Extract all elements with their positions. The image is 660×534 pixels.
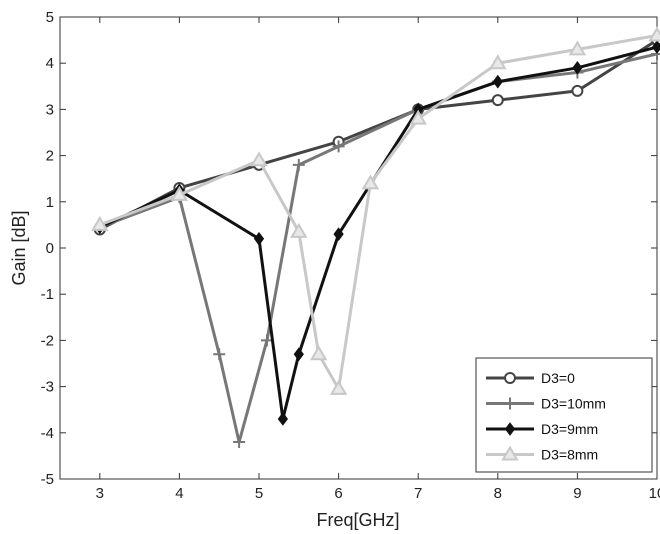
series-3	[91, 26, 660, 395]
data-point	[332, 140, 345, 153]
y-tick-label: 1	[46, 194, 54, 211]
series-line	[99, 38, 658, 231]
x-tick-label: 9	[573, 485, 581, 502]
data-point	[571, 84, 584, 97]
legend-marker	[504, 397, 516, 410]
data-point	[572, 60, 583, 75]
y-tick-label: 4	[46, 55, 54, 72]
data-point	[253, 231, 265, 246]
x-tick-label: 10	[649, 485, 660, 502]
legend-entry: D3=9mm	[541, 421, 598, 437]
data-point	[293, 347, 304, 362]
data-point	[213, 348, 226, 361]
x-tick-label: 5	[255, 485, 263, 502]
x-tick-label: 4	[175, 485, 183, 502]
y-tick-label: 2	[46, 148, 54, 165]
y-axis-title: Gain [dB]	[9, 210, 29, 285]
data-point	[651, 40, 660, 54]
y-tick-label: -4	[41, 425, 54, 442]
data-point	[91, 215, 109, 231]
y-tick-label: 0	[46, 240, 54, 257]
y-tick-label: -5	[41, 471, 54, 488]
data-point	[329, 379, 348, 395]
data-point	[250, 151, 268, 167]
data-point	[309, 345, 328, 361]
data-point	[409, 109, 427, 125]
data-point	[170, 185, 189, 201]
data-point	[361, 174, 380, 190]
x-tick-label: 3	[96, 485, 104, 502]
x-tick-label: 7	[414, 485, 422, 502]
data-point	[277, 412, 289, 426]
legend-entry: D3=10mm	[541, 396, 606, 412]
x-tick-label: 6	[334, 485, 342, 502]
legend: D3=0 D3=10mm D3=9mm D3=8mm	[475, 357, 653, 473]
y-tick-label: 3	[46, 101, 54, 118]
data-point	[290, 222, 308, 238]
data-point	[292, 158, 305, 171]
legend-marker	[504, 422, 516, 436]
y-tick-label: -1	[41, 286, 54, 303]
y-tick-label: -3	[41, 379, 54, 396]
data-point	[233, 436, 246, 449]
data-point	[648, 26, 660, 42]
legend-marker	[504, 372, 516, 384]
x-axis: 3 4 5 6 7 8 9 10	[96, 17, 660, 502]
series-2	[94, 40, 660, 426]
x-axis-title: Freq[GHz]	[316, 510, 399, 530]
series-layer	[91, 26, 660, 449]
legend-entry: D3=0	[541, 370, 575, 386]
data-point	[492, 74, 503, 89]
y-axis: -5 -4 -3 -2 -1 0 1 2 3 4 5	[41, 9, 657, 488]
data-point	[489, 54, 507, 70]
series-line	[99, 45, 658, 421]
y-tick-label: 5	[46, 9, 54, 26]
data-point	[568, 40, 587, 56]
data-point	[333, 227, 344, 241]
data-point	[491, 94, 504, 107]
legend-entry: D3=8mm	[541, 447, 598, 463]
y-tick-label: -2	[41, 332, 54, 349]
x-tick-label: 8	[494, 485, 502, 502]
legend-marker	[501, 445, 519, 461]
